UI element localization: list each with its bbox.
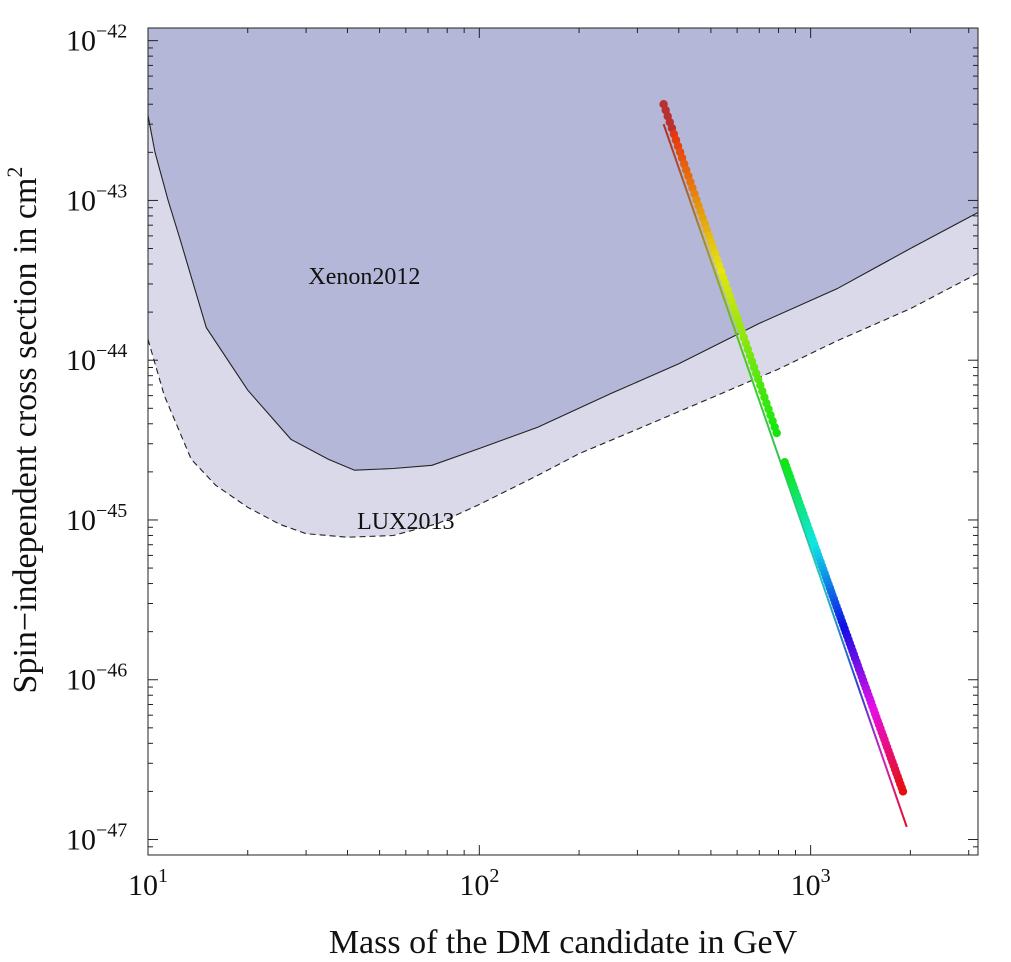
region-label-xenon2012: Xenon2012 (308, 264, 420, 290)
exclusion-regions: LUX2013 Xenon2012 (148, 28, 978, 538)
axis-ticks (147, 28, 978, 856)
data-series (659, 100, 908, 828)
x-axis-title: Mass of the DM candidate in GeV (329, 924, 798, 961)
x-tick-exponent: 2 (489, 865, 499, 887)
x-tick-base: 10 (459, 869, 489, 902)
y-tick-exponent: −43 (96, 180, 127, 202)
y-tick-label: 10−47 (66, 820, 127, 857)
x-tick-label: 103 (791, 865, 831, 902)
x-tick-exponent: 1 (158, 865, 168, 887)
y-tick-base: 10 (66, 504, 96, 537)
y-axis-title: Spin−independent cross section in cm2 (2, 167, 44, 694)
y-tick-exponent: −47 (96, 820, 127, 842)
y-tick-base: 10 (66, 184, 96, 217)
y-tick-exponent: −42 (96, 21, 127, 43)
y-tick-label: 10−42 (66, 21, 127, 58)
y-axis-title-superscript: 2 (2, 167, 27, 178)
y-tick-label: 10−46 (66, 660, 127, 697)
x-tick-base: 10 (128, 869, 158, 902)
y-tick-base: 10 (66, 824, 96, 857)
plot-frame (147, 27, 979, 856)
region-boundary-lux2013 (148, 272, 978, 538)
x-tick-label: 101 (128, 865, 168, 902)
data-point (898, 787, 908, 796)
y-tick-label: 10−43 (66, 180, 127, 217)
y-tick-exponent: −45 (96, 500, 127, 522)
y-tick-base: 10 (66, 664, 96, 697)
y-tick-base: 10 (66, 25, 96, 58)
x-tick-base: 10 (791, 869, 821, 902)
y-tick-exponent: −46 (96, 660, 127, 682)
region-label-lux2013: LUX2013 (357, 509, 454, 535)
y-tick-base: 10 (66, 344, 96, 377)
y-axis-title-main: Spin−independent cross section in cm (7, 178, 44, 694)
x-tick-label: 102 (459, 865, 499, 902)
y-tick-label: 10−45 (66, 500, 127, 537)
data-point (772, 428, 781, 438)
region-boundary-xenon2012 (148, 115, 978, 471)
x-tick-exponent: 3 (821, 865, 831, 887)
y-tick-label: 10−44 (66, 340, 127, 377)
y-tick-exponent: −44 (96, 340, 127, 362)
region-fill-xenon2012 (148, 28, 978, 471)
